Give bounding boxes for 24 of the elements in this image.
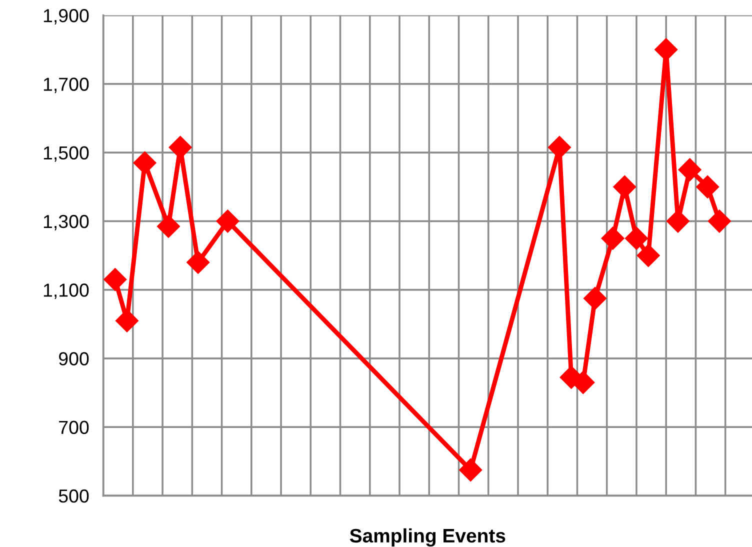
point [459, 458, 482, 482]
point [104, 268, 127, 292]
point [678, 158, 702, 182]
y-tick-label: 1,300 [44, 214, 89, 230]
point [186, 250, 210, 274]
point [624, 226, 648, 250]
y-tick-label: 1,100 [44, 284, 89, 300]
point [636, 244, 660, 267]
x-axis-title: Sampling Events [350, 528, 506, 547]
point [156, 214, 180, 238]
point [133, 151, 156, 174]
y-tick-label: 900 [59, 352, 89, 366]
y-tick-label: 500 [58, 489, 89, 503]
point [613, 175, 636, 198]
y-tick-label: 700 [59, 420, 89, 434]
y-tick-label: 1,500 [44, 146, 89, 162]
point [708, 210, 731, 233]
y-tick-label: 1,700 [44, 78, 89, 94]
y-tick-label: 1,900 [44, 9, 89, 24]
point [696, 175, 720, 198]
point [216, 210, 240, 233]
point [584, 286, 607, 310]
point [601, 226, 624, 250]
point [548, 136, 571, 159]
